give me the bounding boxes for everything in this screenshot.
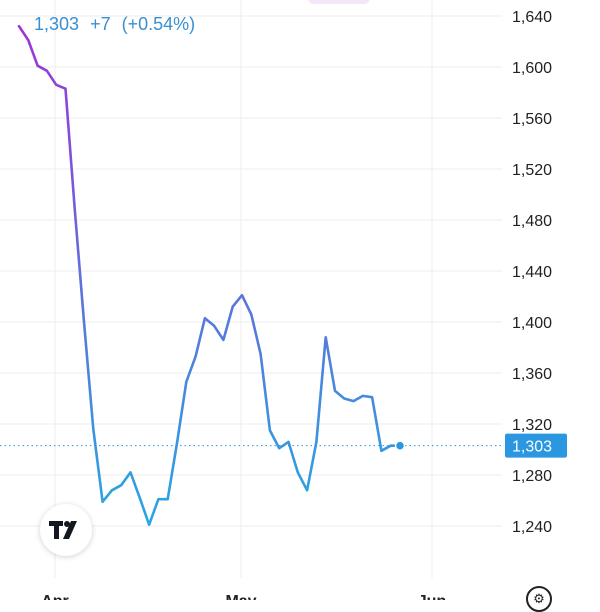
y-tick-label: 1,560 bbox=[512, 111, 552, 128]
gear-icon: ⚙ bbox=[533, 591, 545, 606]
y-tick-label: 1,400 bbox=[512, 315, 552, 332]
x-axis: Apr May Jun bbox=[41, 593, 446, 610]
last-value-dot bbox=[394, 440, 406, 451]
y-tick-label: 1,360 bbox=[512, 366, 552, 383]
y-tick-label: 1,320 bbox=[512, 417, 552, 434]
y-axis: 1,640 1,600 1,560 1,520 1,480 1,440 1,400 1,360… bbox=[512, 9, 552, 536]
price-change-percent: (+0.54%) bbox=[121, 14, 196, 34]
settings-button[interactable]: ⚙ bbox=[526, 586, 552, 612]
y-tick-label: 1,240 bbox=[512, 519, 552, 536]
top-handle bbox=[308, 0, 370, 4]
tradingview-logo-icon bbox=[49, 521, 77, 539]
x-tick-label: Apr bbox=[41, 593, 69, 600]
price-change: +7 bbox=[90, 14, 111, 34]
y-tick-label: 1,280 bbox=[512, 468, 552, 485]
price-line bbox=[17, 24, 402, 526]
series-layer bbox=[17, 24, 402, 526]
y-tick-label: 1,520 bbox=[512, 162, 552, 179]
x-tick-label: May bbox=[225, 593, 256, 600]
x-tick-label: Jun bbox=[418, 593, 446, 600]
grid-layer bbox=[0, 0, 502, 578]
y-tick-label: 1,640 bbox=[512, 9, 552, 26]
current-price: 1,303 bbox=[34, 14, 80, 34]
y-tick-label: 1,440 bbox=[512, 264, 552, 281]
tradingview-logo[interactable] bbox=[40, 504, 92, 556]
last-value-label: 1,303 bbox=[512, 439, 552, 456]
price-readout: 1,303 +7 (+0.54%) bbox=[34, 14, 201, 35]
y-tick-label: 1,600 bbox=[512, 60, 552, 77]
last-value-badge bbox=[505, 433, 567, 458]
last-value-layer: 1,303 bbox=[0, 433, 567, 458]
y-tick-label: 1,480 bbox=[512, 213, 552, 230]
